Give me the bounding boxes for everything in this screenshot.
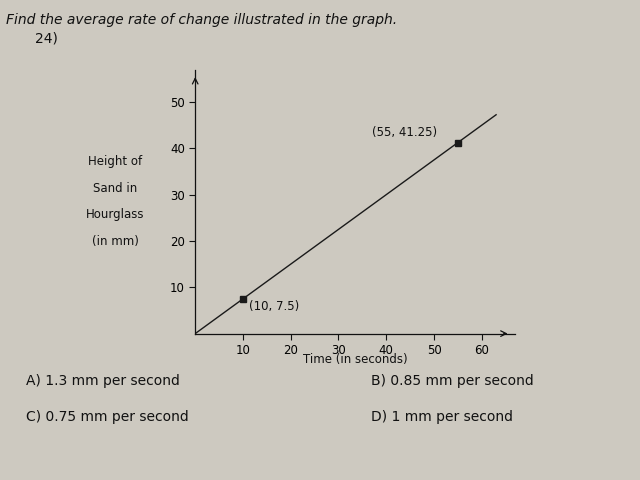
- Text: Find the average rate of change illustrated in the graph.: Find the average rate of change illustra…: [6, 13, 397, 27]
- Text: Sand in: Sand in: [93, 182, 138, 195]
- Text: Time (in seconds): Time (in seconds): [303, 353, 408, 366]
- Text: (10, 7.5): (10, 7.5): [249, 300, 299, 313]
- Text: D) 1 mm per second: D) 1 mm per second: [371, 410, 513, 424]
- Text: 24): 24): [35, 31, 58, 45]
- Text: A) 1.3 mm per second: A) 1.3 mm per second: [26, 374, 179, 388]
- Text: (in mm): (in mm): [92, 235, 139, 248]
- Text: (55, 41.25): (55, 41.25): [372, 126, 437, 139]
- Text: C) 0.75 mm per second: C) 0.75 mm per second: [26, 410, 188, 424]
- Text: B) 0.85 mm per second: B) 0.85 mm per second: [371, 374, 534, 388]
- Text: Hourglass: Hourglass: [86, 208, 145, 221]
- Text: Height of: Height of: [88, 156, 142, 168]
